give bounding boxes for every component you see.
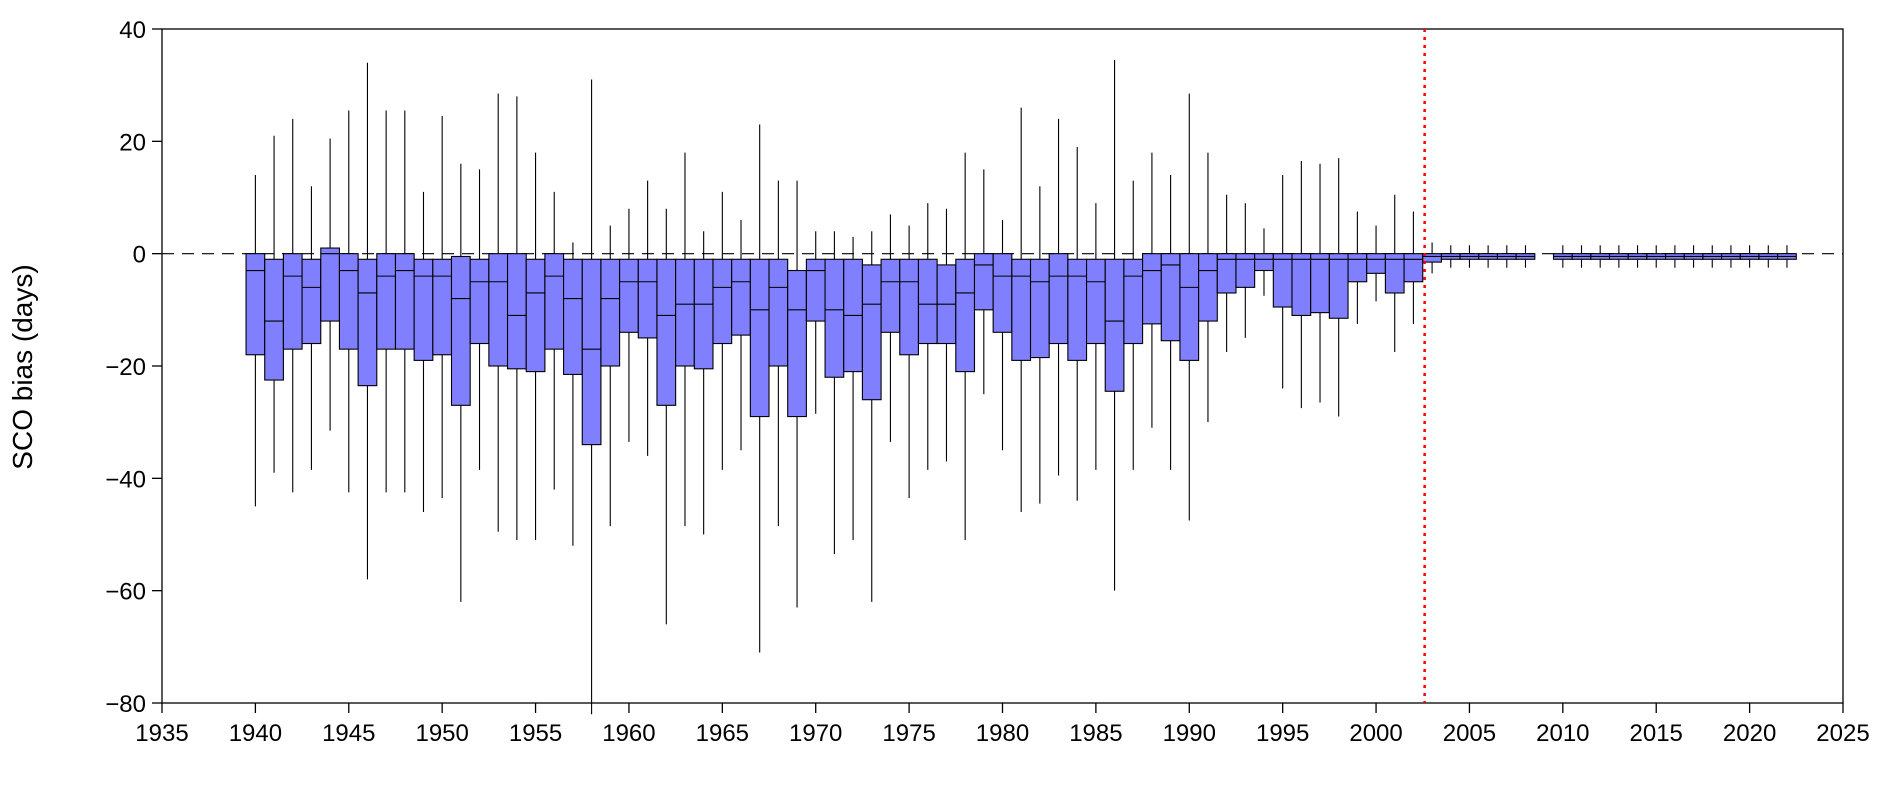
box-body (1254, 253, 1274, 272)
box-body (749, 258, 770, 418)
y-tick-label: −20 (105, 354, 146, 381)
y-tick-label: −40 (105, 466, 146, 493)
box-body (450, 255, 471, 406)
x-tick-label: 1960 (602, 720, 655, 747)
box-body (1198, 253, 1218, 322)
box-body (1160, 253, 1181, 342)
box-body (637, 258, 658, 339)
box-body (712, 258, 733, 345)
box-body (992, 253, 1013, 333)
box-body (1403, 253, 1424, 283)
box-body (338, 253, 359, 350)
box-body (394, 253, 415, 350)
x-tick-label: 2010 (1536, 720, 1589, 747)
box-body (563, 258, 583, 375)
x-tick-label: 2020 (1723, 720, 1776, 747)
box-body (245, 253, 266, 356)
box-body (1366, 253, 1386, 274)
x-tick-label: 2015 (1630, 720, 1683, 747)
x-tick-label: 1965 (696, 720, 749, 747)
box-body (1328, 253, 1349, 319)
box-body (506, 253, 527, 370)
box-body (1011, 258, 1032, 361)
box-body (357, 258, 378, 387)
box-body (619, 258, 639, 333)
x-tick-label: 1950 (415, 720, 468, 747)
box-body (488, 253, 509, 367)
x-tick-label: 1945 (322, 720, 375, 747)
box-body (861, 264, 882, 401)
y-tick-label: −80 (105, 691, 146, 718)
y-tick-label: 20 (119, 129, 146, 156)
box-body (824, 258, 845, 378)
box-body (1347, 253, 1368, 283)
box-body (1272, 253, 1293, 308)
x-tick-label: 1985 (1069, 720, 1122, 747)
box-body (1086, 258, 1106, 345)
box-body (1029, 258, 1050, 359)
box-body (917, 258, 938, 345)
x-tick-label: 2000 (1349, 720, 1402, 747)
x-tick-label: 1995 (1256, 720, 1309, 747)
box-body (525, 258, 546, 373)
box-body (1123, 258, 1144, 345)
x-tick-label: 1990 (1163, 720, 1216, 747)
plot-layer: −80 −60 −40 −20 0 20 40 1935 1940 1945 1950 1955 196… (105, 17, 1869, 747)
box-body (731, 258, 751, 336)
x-tick-label: 1955 (509, 720, 562, 747)
box-body (264, 258, 284, 381)
box-body (787, 269, 807, 418)
box-body (432, 258, 453, 356)
box-body (544, 253, 565, 350)
x-tick-label: 1975 (882, 720, 935, 747)
x-tick-label: 1970 (789, 720, 842, 747)
box-body (1048, 253, 1069, 345)
box-body (600, 258, 621, 367)
x-tick-label: 2005 (1443, 720, 1496, 747)
box-body (1235, 253, 1256, 288)
box-body (656, 258, 677, 406)
box-body (1310, 253, 1330, 314)
box-body (320, 247, 340, 322)
box-body (1179, 253, 1200, 361)
box-body (282, 253, 303, 350)
box-body (675, 258, 695, 367)
box-body (1067, 258, 1088, 361)
y-tick-label: −60 (105, 579, 146, 606)
box-body (899, 258, 919, 356)
y-tick-label: 0 (133, 242, 146, 269)
box-body (973, 253, 994, 311)
box-body (413, 258, 434, 361)
box-body (376, 253, 397, 350)
box-body (693, 258, 714, 370)
x-tick-label: 1940 (229, 720, 282, 747)
y-tick-label: 40 (119, 17, 146, 44)
box-body (768, 258, 789, 367)
y-axis-title: SCO bias (days) (7, 264, 38, 469)
box-body (1142, 253, 1162, 325)
box-body (1104, 258, 1125, 392)
box-body (805, 258, 826, 322)
x-tick-label: 1935 (135, 720, 188, 747)
x-tick-label: 2025 (1816, 720, 1869, 747)
box-body (469, 258, 490, 345)
box-body (880, 258, 901, 333)
box-body (1291, 253, 1312, 317)
box-body (581, 258, 602, 446)
x-tick-label: 1980 (976, 720, 1029, 747)
box-body (955, 258, 976, 373)
box-body (301, 258, 322, 345)
